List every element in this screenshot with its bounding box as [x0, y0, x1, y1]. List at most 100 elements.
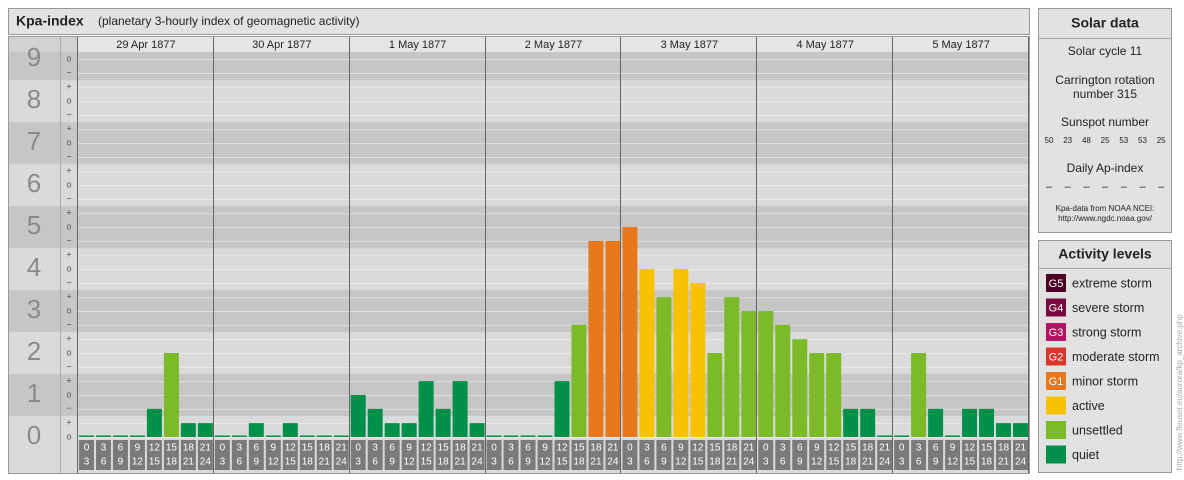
x-tick-label: 0 [220, 443, 226, 454]
x-tick-label: 15 [845, 443, 857, 454]
hour-cell [129, 440, 145, 470]
hour-cell [860, 440, 876, 470]
bar [401, 423, 417, 437]
legend-label: extreme storm [1072, 276, 1152, 290]
bar [248, 423, 264, 437]
hour-cell [316, 440, 332, 470]
bar [571, 324, 587, 437]
x-tick-label: 3 [916, 443, 922, 454]
x-tick-label: 9 [814, 443, 820, 454]
x-tick-label: 3 [644, 443, 650, 454]
bar [741, 311, 757, 437]
bar [554, 381, 570, 437]
x-tick-label: 6 [916, 457, 922, 468]
band [9, 416, 1029, 473]
hour-cell [707, 440, 723, 470]
panel-title: Solar data [1071, 15, 1139, 31]
x-tick-label: 6 [661, 443, 667, 454]
x-tick-label: 0 [84, 443, 90, 454]
hour-cell [537, 440, 553, 470]
bar [656, 297, 672, 437]
hour-cell [571, 440, 587, 470]
hour-cell [775, 440, 791, 470]
x-tick-label: 12 [947, 457, 959, 468]
bar [911, 353, 927, 437]
date-label: 29 Apr 1877 [116, 39, 175, 51]
hour-cell [877, 440, 893, 470]
hour-cell [418, 440, 434, 470]
title-box [8, 8, 1030, 35]
x-tick-label: 12 [539, 457, 551, 468]
hour-cell [214, 440, 230, 470]
hour-cell [299, 440, 315, 470]
x-tick-label: 3 [508, 443, 514, 454]
x-tick-label: 12 [556, 443, 568, 454]
bar [724, 297, 740, 437]
chart-subtitle: (planetary 3-hourly index of geomagnetic… [98, 14, 359, 28]
y-minor-tick-label: − [66, 193, 71, 203]
x-tick-label: 3 [627, 457, 633, 468]
hour-cell [656, 440, 672, 470]
bar [316, 435, 332, 437]
bar [690, 282, 706, 437]
hour-cell [520, 440, 536, 470]
x-tick-label: 6 [525, 443, 531, 454]
x-tick-label: 24 [1015, 457, 1027, 468]
legend-swatch [1046, 396, 1066, 415]
legend-label: active [1072, 399, 1105, 413]
x-tick-label: 21 [183, 457, 195, 468]
y-minor-tick-label: − [66, 151, 71, 161]
hour-cell [979, 440, 995, 470]
x-tick-label: 15 [302, 443, 314, 454]
hour-cell [996, 440, 1012, 470]
x-tick-label: 6 [118, 443, 124, 454]
bar [333, 435, 349, 437]
x-tick-label: 21 [998, 457, 1010, 468]
legend-swatch [1046, 347, 1066, 366]
ap-index: – [1065, 181, 1072, 193]
chart-title: Kpa-index [16, 13, 84, 29]
x-tick-label: 6 [237, 457, 243, 468]
legend-swatch [1046, 274, 1066, 292]
x-tick-label: 12 [811, 457, 823, 468]
hour-cell [724, 440, 740, 470]
x-tick-label: 3 [372, 443, 378, 454]
y-tick-label: 1 [27, 378, 41, 408]
date-label: 2 May 1877 [525, 39, 582, 51]
x-tick-label: 18 [862, 443, 874, 454]
y-tick-label: 4 [27, 252, 41, 282]
bar [945, 435, 961, 437]
x-tick-label: 0 [491, 443, 497, 454]
x-tick-label: 21 [743, 443, 755, 454]
x-tick-label: 0 [355, 443, 361, 454]
x-tick-label: 24 [472, 457, 484, 468]
hour-cell [435, 440, 451, 470]
y-minor-tick-label: + [66, 250, 71, 260]
legend-label: moderate storm [1072, 350, 1160, 364]
hour-cell [588, 440, 604, 470]
y-minor-tick-label: − [66, 235, 71, 245]
y-minor-tick-label: + [66, 334, 71, 344]
x-tick-label: 3 [220, 457, 226, 468]
bar [486, 435, 502, 437]
band [9, 374, 1029, 417]
bar [350, 395, 366, 437]
hour-cell [282, 440, 298, 470]
x-tick-label: 21 [200, 443, 212, 454]
hour-cell [605, 440, 621, 470]
x-tick-label: 21 [472, 443, 484, 454]
x-tick-label: 0 [627, 443, 633, 454]
y-minor-tick-label: + [66, 292, 71, 302]
x-tick-label: 12 [132, 457, 144, 468]
y-minor-tick-label: o [66, 137, 71, 147]
hour-cell [146, 440, 162, 470]
x-tick-label: 9 [254, 457, 260, 468]
y-minor-tick-label: o [66, 431, 71, 441]
x-tick-label: 15 [981, 443, 993, 454]
bar [775, 324, 791, 437]
band [9, 164, 1029, 207]
x-tick-label: 12 [404, 457, 416, 468]
y-minor-tick-label: + [66, 124, 71, 134]
hour-cell [554, 440, 570, 470]
hour-cell [452, 440, 468, 470]
